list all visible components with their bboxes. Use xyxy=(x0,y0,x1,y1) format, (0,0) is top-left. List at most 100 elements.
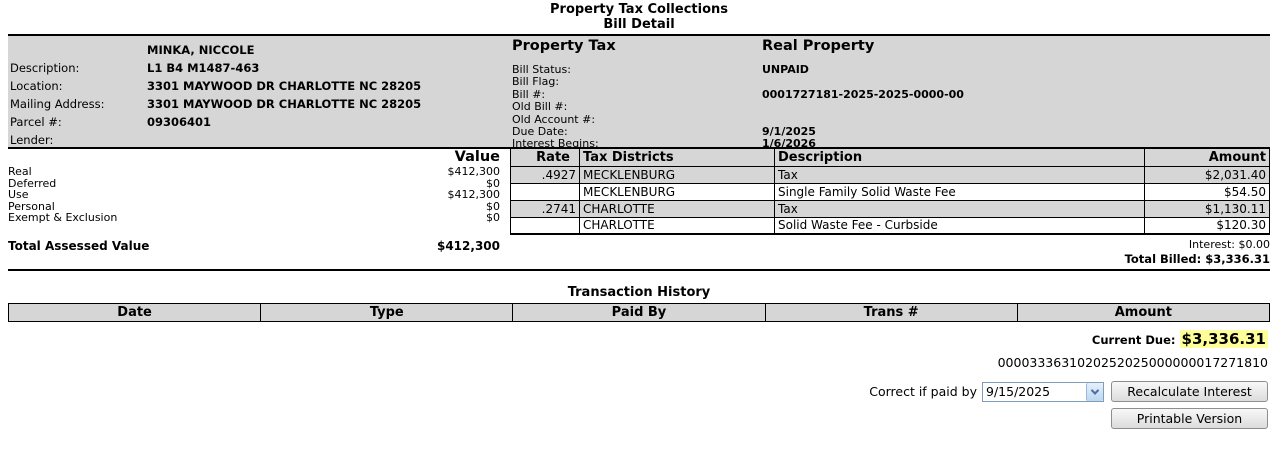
property-info-row: Lender: xyxy=(10,131,512,149)
bill-field-label: Old Account #: xyxy=(512,112,596,126)
tax-table-row: .2741 CHARLOTTE Tax $1,130.11 xyxy=(510,199,1270,218)
assessed-value-label: Personal xyxy=(8,199,55,213)
amount-cell: $120.30 xyxy=(1144,216,1270,235)
transaction-column-header: Paid By xyxy=(512,303,766,322)
transaction-column-header: Trans # xyxy=(764,303,1018,322)
summary-panel: Current Due: $3,336.31 00003336310202520… xyxy=(0,330,1268,429)
district-cell: CHARLOTTE xyxy=(579,216,775,235)
tax-table-row: .4927 MECKLENBURG Tax $2,031.40 xyxy=(510,165,1270,184)
bill-field-value: 9/1/2025 xyxy=(762,125,816,139)
description-cell: Tax xyxy=(774,165,1145,184)
bill-field-label: Old Bill #: xyxy=(512,100,568,114)
current-due-amount: $3,336.31 xyxy=(1179,330,1268,348)
transaction-column-header: Amount xyxy=(1016,303,1271,322)
transaction-header-row: Date Type Paid By Trans # Amount xyxy=(7,303,1271,322)
districts-column-header: Tax Districts xyxy=(579,149,775,167)
assessed-value-row: Deferred $0 xyxy=(8,176,505,190)
bill-info-row: Bill #: 0001727181-2025-2025-0000-00 xyxy=(512,87,1270,101)
district-cell: CHARLOTTE xyxy=(579,199,775,218)
bill-field-label: Bill #: xyxy=(512,87,546,101)
property-field-value: 3301 MAYWOOD DR CHARLOTTE NC 28205 xyxy=(147,97,422,111)
amount-cell: $54.50 xyxy=(1144,182,1270,201)
amount-cell: $1,130.11 xyxy=(1144,199,1270,218)
tax-districts-table: Rate Tax Districts Description Amount .4… xyxy=(510,149,1270,235)
recalculate-controls: Correct if paid by 9/15/2025 Recalculate… xyxy=(0,381,1268,402)
paid-by-date-value: 9/15/2025 xyxy=(986,384,1051,399)
owner-row: MINKA, NICCOLE xyxy=(10,41,512,59)
printable-row: Printable Version xyxy=(0,408,1268,429)
district-cell: MECKLENBURG xyxy=(579,165,775,184)
total-assessed-row: Total Assessed Value $412,300 xyxy=(8,239,505,253)
property-field-label: Lender: xyxy=(10,133,54,147)
chevron-down-icon[interactable] xyxy=(1086,382,1103,401)
bill-info-row: Old Bill #: xyxy=(512,100,1270,114)
bill-field-label: Bill Flag: xyxy=(512,75,560,89)
assessed-value-label: Real xyxy=(8,165,32,178)
property-info-row: Location: 3301 MAYWOOD DR CHARLOTTE NC 2… xyxy=(10,77,512,95)
assessed-value-amount: $0 xyxy=(486,176,500,190)
assessed-value-amount: $0 xyxy=(486,199,500,213)
assessed-value-label: Exempt & Exclusion xyxy=(8,211,118,224)
bill-section-titles: Property Tax Real Property xyxy=(512,38,1270,55)
description-cell: Solid Waste Fee - Curbside xyxy=(774,216,1145,235)
page-subtitle: Bill Detail xyxy=(603,17,675,32)
assessed-value-label: Use xyxy=(8,188,29,201)
property-field-value: L1 B4 M1487-463 xyxy=(147,61,260,75)
section-divider xyxy=(8,269,1270,271)
printable-version-button[interactable]: Printable Version xyxy=(1111,408,1268,429)
transaction-column-header: Date xyxy=(7,303,262,322)
value-column-header: Value xyxy=(454,149,500,165)
assessed-value-amount: $412,300 xyxy=(447,165,501,178)
assessed-value-row: Exempt & Exclusion $0 xyxy=(8,212,505,224)
property-field-label: Location: xyxy=(10,79,63,93)
bill-field-label: Due Date: xyxy=(512,125,568,139)
owner-name: MINKA, NICCOLE xyxy=(147,43,255,57)
assessed-values-panel: Value Real $412,300 Deferred $0 Use xyxy=(8,149,505,266)
property-field-label: Mailing Address: xyxy=(10,97,105,111)
paid-by-date-select[interactable]: 9/15/2025 xyxy=(982,381,1104,402)
bill-header-band: MINKA, NICCOLE Description: L1 B4 M1487-… xyxy=(8,34,1270,151)
assessed-value-amount: $0 xyxy=(486,211,500,224)
bill-info-panel: Property Tax Real Property Bill Status: … xyxy=(512,36,1270,151)
scanline-number: 0000333631020252025000000017271810 xyxy=(997,355,1268,370)
description-cell: Single Family Solid Waste Fee xyxy=(774,182,1145,201)
total-billed-line: Total Billed: $3,336.31 xyxy=(1124,252,1270,266)
property-info-panel: MINKA, NICCOLE Description: L1 B4 M1487-… xyxy=(8,36,512,147)
amount-cell: $2,031.40 xyxy=(1144,165,1270,184)
bill-type-title: Real Property xyxy=(762,38,875,54)
property-info-row: Mailing Address: 3301 MAYWOOD DR CHARLOT… xyxy=(10,95,512,113)
bill-field-value: 1/6/2026 xyxy=(762,137,816,151)
assessed-value-row: Real $412,300 xyxy=(8,166,505,178)
property-field-label: Parcel #: xyxy=(10,115,62,129)
tax-districts-panel: Rate Tax Districts Description Amount .4… xyxy=(510,149,1270,266)
bill-field-label: Interest Begins: xyxy=(512,137,599,151)
property-field-label: Description: xyxy=(10,61,80,75)
rate-column-header: Rate xyxy=(510,149,580,167)
transaction-column-header: Type xyxy=(260,303,514,322)
tax-table-row: CHARLOTTE Solid Waste Fee - Curbside $12… xyxy=(510,216,1270,235)
bill-info-row: Interest Begins: 1/6/2026 xyxy=(512,137,1270,151)
bill-body: Value Real $412,300 Deferred $0 Use xyxy=(8,149,1270,266)
assessed-value-row: Personal $0 xyxy=(8,199,505,213)
property-info-row: Description: L1 B4 M1487-463 xyxy=(10,59,512,77)
bill-info-row: Due Date: 9/1/2025 xyxy=(512,125,1270,139)
property-info-row: Parcel #: 09306401 xyxy=(10,113,512,131)
owner-label xyxy=(10,41,147,59)
bill-info-row: Bill Status: UNPAID xyxy=(512,63,1270,76)
property-field-value: 3301 MAYWOOD DR CHARLOTTE NC 28205 xyxy=(147,79,422,93)
current-due-label: Current Due: xyxy=(1091,333,1176,347)
district-cell: MECKLENBURG xyxy=(579,182,775,201)
rate-cell xyxy=(510,216,580,235)
assessed-value-label: Deferred xyxy=(8,176,57,190)
recalculate-interest-button[interactable]: Recalculate Interest xyxy=(1111,381,1268,402)
interest-line: Interest: $0.00 xyxy=(1188,238,1270,251)
page-title: Property Tax Collections xyxy=(550,2,728,17)
total-assessed-label: Total Assessed Value xyxy=(8,238,150,253)
bill-field-label: Bill Status: xyxy=(512,63,571,76)
assessed-value-row: Use $412,300 xyxy=(8,189,505,201)
assessed-value-amount: $412,300 xyxy=(447,188,501,201)
rate-cell xyxy=(510,182,580,201)
description-column-header: Description xyxy=(774,149,1145,167)
tax-table-row: MECKLENBURG Single Family Solid Waste Fe… xyxy=(510,182,1270,201)
current-due-row: Current Due: $3,336.31 xyxy=(0,330,1268,348)
